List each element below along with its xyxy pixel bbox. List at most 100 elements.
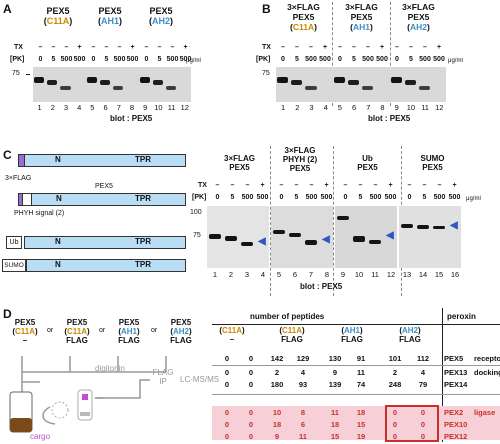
c-pk-15: 500 — [433, 194, 446, 201]
d-construct-4: PEX5 (AH2) FLAG — [158, 318, 204, 345]
d-cell-4-6: 18 — [356, 408, 366, 417]
c-construct-3-tpr: TPR — [135, 237, 151, 246]
d-cell-2-1: 0 — [224, 368, 230, 377]
a-lane-5: 5 — [90, 103, 95, 112]
d-table-header-line — [212, 324, 500, 325]
c-pk-10: 5 — [358, 194, 363, 201]
b-group-1-name: PEX5 — [292, 12, 315, 22]
c-separator-1 — [270, 146, 271, 296]
d-role-1: receptor — [474, 354, 500, 363]
b-tx-7: – — [366, 44, 370, 51]
d-construct-3-mut-text: AH1 — [120, 327, 137, 336]
a-tx-label: TX — [14, 44, 23, 51]
a-group-1-name: PEX5 — [46, 6, 70, 16]
d-colhead-2-mut: (C11A) — [279, 326, 305, 335]
b-pk-1: 0 — [281, 56, 285, 63]
d-role-4: ligase — [474, 408, 496, 417]
a-group-3: PEX5 (AH2) — [141, 6, 181, 26]
b-pk-12: 500 — [433, 56, 445, 63]
c-tx-11: – — [373, 182, 378, 189]
d-colhead-1-mut-text: C11A — [221, 326, 242, 335]
d-colhead-1-mut: (C11A) — [219, 326, 245, 335]
a-group-3-mut: AH2 — [151, 16, 170, 26]
a-tx-4: + — [77, 44, 82, 51]
d-cell-3-1: 0 — [224, 380, 230, 389]
d-colhead-4-tag: FLAG — [399, 335, 421, 344]
c-pk-4: 500 — [256, 194, 269, 201]
c-group-3-l1: Ub — [362, 154, 373, 163]
d-cell-4-2: 0 — [248, 408, 254, 417]
a-pk-label: [PK] — [10, 56, 25, 63]
a-tx-3: – — [64, 44, 69, 51]
d-cell-5-2: 0 — [248, 420, 254, 429]
b-band-10 — [404, 80, 416, 85]
c-pk-14: 5 — [422, 194, 427, 201]
b-pk-6: 5 — [352, 56, 356, 63]
c-band-6 — [289, 233, 301, 237]
a-band-3 — [60, 86, 71, 90]
a-tx-12: + — [183, 44, 188, 51]
a-blot-label: blot : PEX5 — [110, 114, 153, 123]
b-lane-9: 9 — [394, 103, 399, 112]
d-column-headers: (C11A) – (C11A) FLAG (AH1) FLAG (AH2) FLAG — [212, 326, 442, 352]
a-group-2: PEX5 (AH1) — [90, 6, 130, 26]
d-table-header: number of peptides — [250, 312, 325, 321]
d-construct-4-tag: FLAG — [170, 336, 192, 345]
d-construct-4-mut-text: AH2 — [172, 327, 189, 336]
c-band-10 — [353, 236, 365, 242]
a-lane-1: 1 — [37, 103, 42, 112]
d-digitonin: digitonin — [95, 364, 125, 373]
d-colhead-3-mut: (AH1) — [341, 326, 363, 335]
a-pk-7: 500 — [113, 56, 126, 63]
b-group-3-name: PEX5 — [407, 12, 430, 22]
c-tx-3: – — [245, 182, 250, 189]
d-colhead-2-tag: FLAG — [281, 335, 303, 344]
a-lane-12: 12 — [180, 103, 189, 112]
d-cell-5-3: 18 — [272, 420, 282, 429]
c-group-2: 3×FLAG PHYH (2) PEX5 — [270, 146, 330, 173]
b-mw-75: 75 — [262, 70, 270, 77]
panel-a-letter: A — [3, 2, 12, 16]
b-group-2-mut: AH1 — [352, 22, 370, 32]
c-tx-12: + — [388, 182, 393, 189]
d-cell-2-3: 2 — [274, 368, 280, 377]
d-cell-4-8: 0 — [420, 408, 426, 417]
d-construct-1: PEX5 (C11A) – — [2, 318, 48, 345]
b-pk-3: 500 — [305, 56, 317, 63]
b-lane-10: 10 — [406, 103, 416, 112]
d-cell-1-1: 0 — [224, 354, 230, 363]
a-lane-4: 4 — [77, 103, 82, 112]
b-lane-6: 6 — [352, 103, 357, 112]
c-construct-4-bar: N TPR — [26, 259, 186, 272]
c-group-4-l2: PEX5 — [422, 163, 443, 172]
d-cell-5-1: 0 — [224, 420, 230, 429]
b-band-7 — [362, 86, 374, 90]
b-tx-label: TX — [262, 44, 271, 51]
d-cell-6-8: 0 — [420, 432, 426, 441]
d-tube-1-pellet — [10, 418, 32, 432]
a-lane-3: 3 — [63, 103, 69, 112]
d-cell-6-5: 15 — [330, 432, 340, 441]
c-pk-1: 0 — [215, 194, 220, 201]
d-tube-2-band — [82, 394, 88, 400]
b-group-1-tag: 3×FLAG — [287, 2, 320, 12]
d-construct-3: PEX5 (AH1) FLAG — [106, 318, 152, 345]
d-lcms: LC-MS/MS — [180, 375, 220, 384]
c-pk-13: 0 — [407, 194, 412, 201]
a-tx-8: + — [130, 44, 135, 51]
c-lane-9: 9 — [340, 270, 346, 279]
c-mw-100: 100 — [190, 209, 202, 216]
a-lane-10: 10 — [154, 103, 163, 112]
d-colhead-3-mut-text: AH1 — [343, 326, 360, 335]
b-band-9 — [390, 77, 402, 83]
panel-d-letter: D — [3, 307, 12, 321]
c-tx-6: – — [294, 182, 299, 189]
c-construct-1-bar: N TPR — [24, 154, 186, 167]
c-pk-11: 500 — [369, 194, 382, 201]
c-arrowhead-1: ◀ — [258, 236, 266, 247]
b-tx-9: – — [395, 44, 399, 51]
d-cell-6-2: 0 — [248, 432, 254, 441]
c-subgel-4 — [399, 206, 461, 268]
c-band-7 — [305, 240, 317, 245]
a-tx-5: – — [91, 44, 96, 51]
